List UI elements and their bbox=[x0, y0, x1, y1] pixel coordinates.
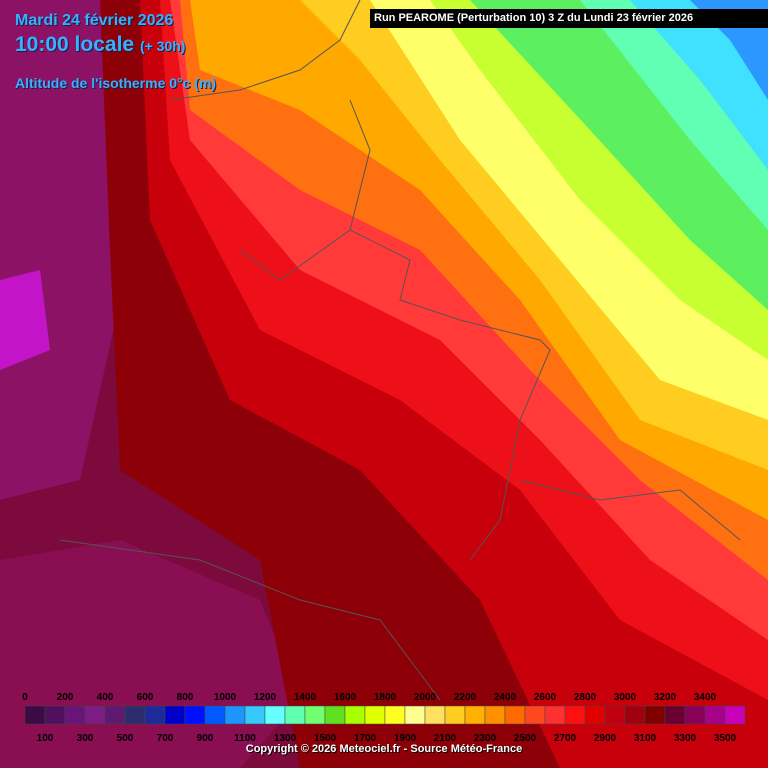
legend-swatch bbox=[464, 705, 486, 725]
legend-swatch bbox=[264, 705, 286, 725]
legend-swatch bbox=[564, 705, 586, 725]
map-region bbox=[0, 0, 130, 500]
legend-label: 900 bbox=[197, 733, 214, 744]
legend-swatch bbox=[664, 705, 686, 725]
legend-label: 2700 bbox=[554, 733, 577, 744]
legend-label: 2000 bbox=[414, 692, 437, 703]
legend-label: 300 bbox=[77, 733, 94, 744]
legend-label: 3200 bbox=[654, 692, 677, 703]
legend-label: 1900 bbox=[394, 733, 417, 744]
legend-swatch bbox=[364, 705, 386, 725]
legend-label: 200 bbox=[57, 692, 74, 703]
legend-swatch bbox=[84, 705, 106, 725]
legend-swatch bbox=[704, 705, 726, 725]
legend-label: 1700 bbox=[354, 733, 377, 744]
border-line bbox=[169, 0, 361, 101]
legend-label: 1400 bbox=[294, 692, 317, 703]
legend-label: 2500 bbox=[514, 733, 537, 744]
run-info: Run PEAROME (Perturbation 10) 3 Z du Lun… bbox=[370, 9, 768, 28]
legend-label: 3500 bbox=[714, 733, 737, 744]
legend-swatch bbox=[444, 705, 466, 725]
legend-label: 1300 bbox=[274, 733, 297, 744]
legend-label: 600 bbox=[137, 692, 154, 703]
legend-label: 1000 bbox=[214, 692, 237, 703]
legend-label: 1600 bbox=[334, 692, 357, 703]
legend-swatch bbox=[584, 705, 606, 725]
legend-label: 1100 bbox=[234, 733, 256, 744]
legend-swatch bbox=[344, 705, 366, 725]
legend-swatch bbox=[324, 705, 346, 725]
legend-label: 1800 bbox=[374, 692, 397, 703]
legend-swatch bbox=[424, 705, 446, 725]
legend-label: 100 bbox=[37, 733, 54, 744]
border-line bbox=[59, 539, 441, 701]
legend-swatch bbox=[384, 705, 406, 725]
legend-swatch bbox=[404, 705, 426, 725]
legend-swatch bbox=[124, 705, 146, 725]
legend-label: 2800 bbox=[574, 692, 597, 703]
legend-label: 3300 bbox=[674, 733, 697, 744]
date-label: Mardi 24 février 2026 bbox=[15, 12, 174, 29]
legend-swatch bbox=[224, 705, 246, 725]
legend-swatch bbox=[144, 705, 166, 725]
legend-label: 2600 bbox=[534, 692, 557, 703]
legend-label: 2100 bbox=[434, 733, 457, 744]
legend-label: 500 bbox=[117, 733, 134, 744]
legend-label: 1500 bbox=[314, 733, 337, 744]
legend-swatch bbox=[284, 705, 306, 725]
legend-label: 1200 bbox=[254, 692, 277, 703]
legend-swatch bbox=[484, 705, 506, 725]
legend-label: 0 bbox=[22, 692, 28, 703]
legend-swatch bbox=[104, 705, 126, 725]
legend-label: 400 bbox=[97, 692, 114, 703]
legend-swatch bbox=[184, 705, 206, 725]
legend-swatch bbox=[64, 705, 86, 725]
border-line bbox=[519, 479, 741, 541]
legend-swatch bbox=[644, 705, 666, 725]
legend-swatch bbox=[544, 705, 566, 725]
copyright: Copyright © 2026 Meteociel.fr - Source M… bbox=[245, 743, 523, 755]
legend-label: 800 bbox=[177, 692, 194, 703]
legend-label: 2400 bbox=[494, 692, 517, 703]
legend-label: 3000 bbox=[614, 692, 637, 703]
border-line bbox=[239, 229, 351, 281]
legend-label: 2900 bbox=[594, 733, 617, 744]
legend-swatch bbox=[24, 705, 46, 725]
legend: 0 100 200 300 400 500 600 700 800 900 1000 1100 1200… bbox=[22, 692, 746, 744]
legend-label: 3100 bbox=[634, 733, 657, 744]
legend-swatch bbox=[604, 705, 626, 725]
legend-swatch bbox=[504, 705, 526, 725]
time-label: 10:00 locale (+ 30h) bbox=[15, 33, 185, 57]
legend-label: 3400 bbox=[694, 692, 717, 703]
legend-swatch bbox=[724, 705, 746, 725]
field-label: Altitude de l'isotherme 0°c (m) bbox=[15, 75, 217, 91]
legend-swatch bbox=[204, 705, 226, 725]
legend-swatch bbox=[244, 705, 266, 725]
legend-swatch bbox=[684, 705, 706, 725]
lead-time: (+ 30h) bbox=[139, 38, 186, 54]
legend-swatch bbox=[44, 705, 66, 725]
legend-label: 700 bbox=[157, 733, 174, 744]
legend-swatch bbox=[304, 705, 326, 725]
legend-label: 2200 bbox=[454, 692, 477, 703]
legend-label: 2300 bbox=[474, 733, 497, 744]
map-region bbox=[0, 270, 50, 370]
legend-swatch bbox=[524, 705, 546, 725]
time: 10:00 locale bbox=[15, 33, 135, 56]
border-line bbox=[349, 99, 551, 561]
legend-swatch bbox=[624, 705, 646, 725]
legend-swatch bbox=[164, 705, 186, 725]
